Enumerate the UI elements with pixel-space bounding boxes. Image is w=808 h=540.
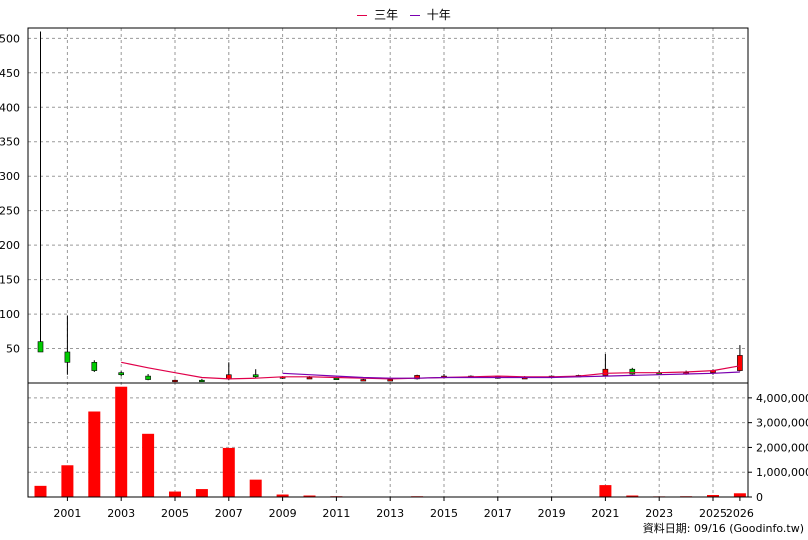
candle-body xyxy=(414,375,420,380)
candle-body xyxy=(252,374,259,378)
legend-item-ma3: 三年 xyxy=(357,8,402,22)
x-tick-label: 2021 xyxy=(591,507,619,520)
volume-bar xyxy=(733,493,746,497)
candle-body xyxy=(737,355,743,371)
volume-bar xyxy=(249,479,262,497)
volume-bar xyxy=(626,495,639,497)
x-tick-label: 2015 xyxy=(430,507,458,520)
legend-label-ma3: 三年 xyxy=(374,8,399,22)
volume-tick-label: 3,000,000 xyxy=(756,417,808,430)
candle-body xyxy=(387,379,394,382)
volume-bar xyxy=(34,485,47,497)
price-tick-label: 50 xyxy=(6,343,20,356)
volume-bar xyxy=(276,494,289,497)
candle-body xyxy=(306,377,313,380)
volume-bar xyxy=(303,495,316,497)
candle-body xyxy=(64,351,71,363)
x-tick-label: 2001 xyxy=(53,507,81,520)
x-tick-label: 2005 xyxy=(161,507,189,520)
candle-body xyxy=(118,372,124,376)
candle-body xyxy=(360,379,367,382)
volume-tick-label: 4,000,000 xyxy=(756,392,808,405)
legend: 三年 十年 xyxy=(0,6,808,23)
volume-bar xyxy=(115,386,128,497)
x-tick-label: 2011 xyxy=(322,507,350,520)
candle-body xyxy=(199,379,205,383)
price-tick-label: 200 xyxy=(0,239,20,252)
volume-tick-label: 0 xyxy=(756,491,763,504)
candle-body xyxy=(172,379,178,383)
x-tick-label: 2025 xyxy=(699,507,727,520)
candle-body xyxy=(333,377,340,380)
price-tick-label: 150 xyxy=(0,274,20,287)
x-tick-label: 2003 xyxy=(107,507,135,520)
x-tick-label: 2009 xyxy=(269,507,297,520)
series-line-ma10 xyxy=(282,371,740,379)
volume-tick-label: 1,000,000 xyxy=(756,466,808,479)
x-tick-label: 2017 xyxy=(484,507,512,520)
x-tick-label: 2023 xyxy=(645,507,673,520)
x-tick-label: 2026 xyxy=(726,507,754,520)
volume-bar xyxy=(169,491,181,497)
x-tick-label: 2007 xyxy=(215,507,243,520)
volume-bar xyxy=(222,447,235,497)
volume-bar xyxy=(195,489,208,497)
candle-body xyxy=(91,362,98,371)
price-tick-label: 250 xyxy=(0,205,20,218)
price-tick-label: 400 xyxy=(0,101,20,114)
price-tick-label: 300 xyxy=(0,170,20,183)
volume-bar xyxy=(707,495,719,497)
price-tick-label: 450 xyxy=(0,67,20,80)
volume-bar xyxy=(599,485,612,497)
x-tick-label: 2013 xyxy=(376,507,404,520)
volume-bar xyxy=(142,433,155,497)
legend-swatch-ma3 xyxy=(357,15,368,16)
price-tick-label: 500 xyxy=(0,32,20,45)
source-footer: 資料日期: 09/16 (Goodinfo.tw) xyxy=(642,522,804,535)
volume-bar xyxy=(61,465,74,497)
volume-tick-label: 2,000,000 xyxy=(756,441,808,454)
series-line-ma3 xyxy=(121,361,741,380)
price-tick-label: 350 xyxy=(0,136,20,149)
price-tick-label: 100 xyxy=(0,308,20,321)
candle-body xyxy=(629,368,636,375)
volume-panel-frame xyxy=(27,382,749,498)
price-panel-frame xyxy=(27,27,749,384)
x-tick-label: 2019 xyxy=(538,507,566,520)
legend-item-ma10: 十年 xyxy=(409,8,451,22)
candle-body xyxy=(602,368,609,376)
candle-body xyxy=(145,375,151,380)
volume-bar xyxy=(88,411,101,497)
candle-body xyxy=(37,341,44,353)
legend-swatch-ma10 xyxy=(409,15,420,16)
legend-label-ma10: 十年 xyxy=(426,8,451,22)
